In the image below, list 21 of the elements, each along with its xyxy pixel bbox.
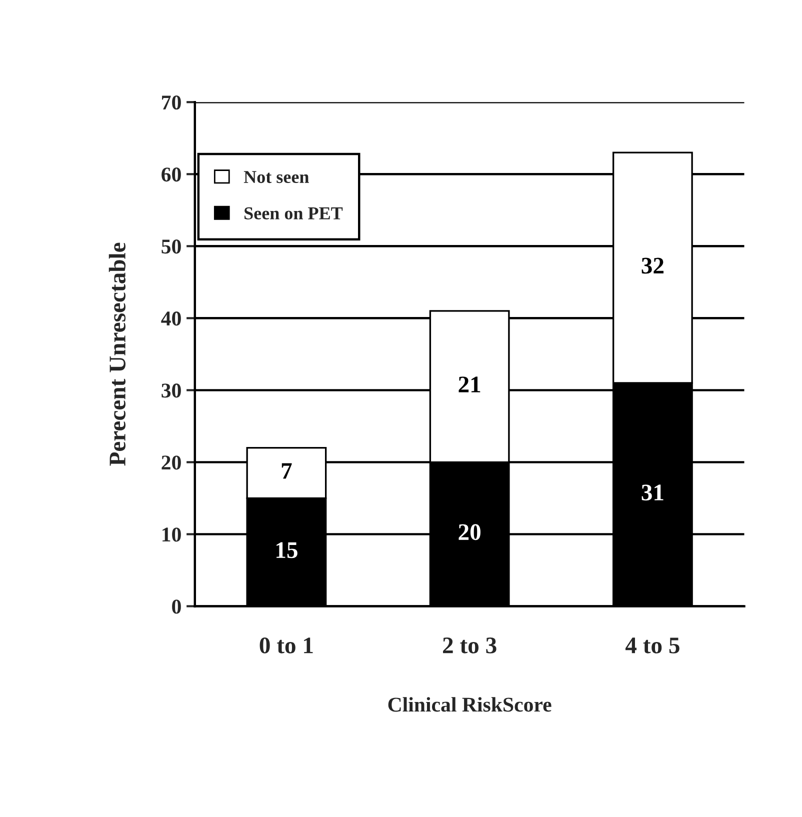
y-axis-title: Perecent Unresectable [108, 242, 126, 466]
y-tick-label: 40 [161, 312, 181, 326]
data-label: 32 [642, 258, 664, 274]
legend-label: Seen on PET [244, 207, 343, 220]
data-label: 21 [458, 376, 480, 392]
data-label: 15 [276, 542, 298, 558]
x-tick-label: 0 to 1 [260, 637, 313, 654]
x-tick-label: 4 to 5 [625, 638, 680, 654]
y-tick-label: 0 [172, 600, 181, 614]
y-tick-label: 60 [162, 168, 181, 182]
legend-label: Not seen [244, 171, 309, 184]
data-label: 20 [458, 524, 480, 540]
y-tick-label: 10 [162, 528, 181, 542]
y-tick-label: 20 [162, 456, 181, 470]
y-tick-label: 50 [162, 240, 181, 254]
data-label: 31 [642, 484, 664, 501]
y-tick-label: 70 [162, 96, 181, 110]
x-tick-label: 2 to 3 [443, 638, 496, 654]
x-axis-title: Clinical RiskScore [388, 697, 552, 712]
data-label: 7 [282, 463, 292, 479]
y-tick-label: 30 [162, 384, 181, 398]
